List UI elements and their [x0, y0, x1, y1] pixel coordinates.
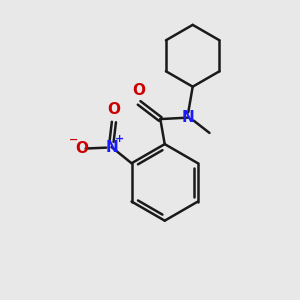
Text: O: O — [132, 82, 145, 98]
Text: O: O — [75, 141, 88, 156]
Text: −: − — [69, 135, 78, 145]
Text: O: O — [107, 102, 120, 117]
Text: N: N — [182, 110, 195, 125]
Text: N: N — [106, 140, 118, 154]
Text: +: + — [115, 134, 124, 144]
